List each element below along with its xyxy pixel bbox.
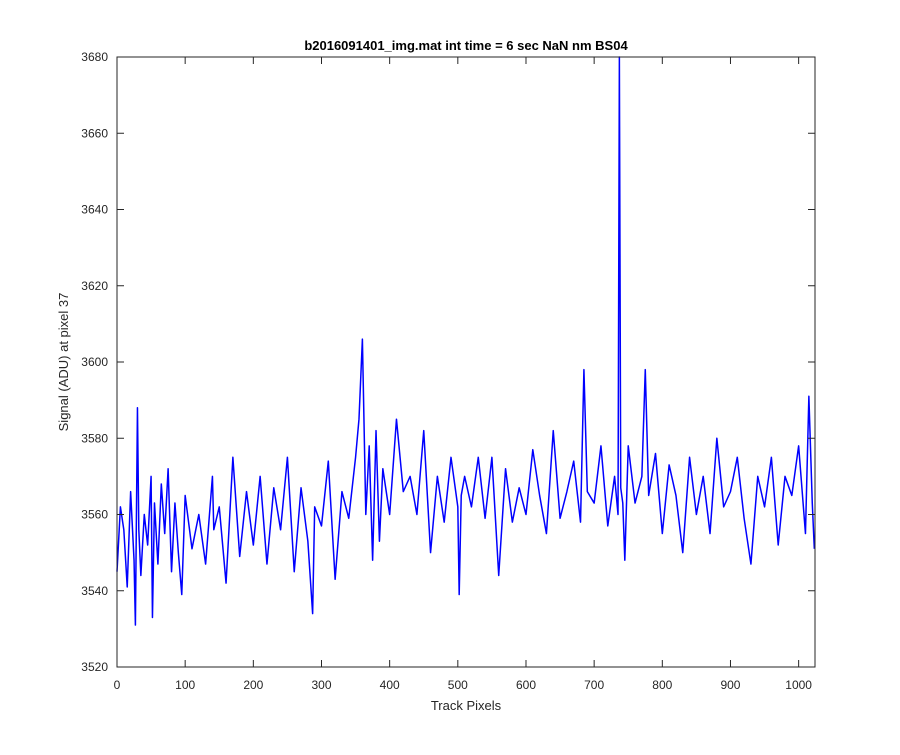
x-tick-label: 400 xyxy=(380,678,400,692)
y-tick-label: 3680 xyxy=(81,50,108,64)
y-tick-label: 3660 xyxy=(81,126,108,140)
y-tick-label: 3600 xyxy=(81,355,108,369)
x-tick-label: 800 xyxy=(652,678,672,692)
x-tick-label: 300 xyxy=(311,678,331,692)
y-tick-label: 3540 xyxy=(81,584,108,598)
x-tick-label: 500 xyxy=(448,678,468,692)
y-axis-label: Signal (ADU) at pixel 37 xyxy=(56,293,71,432)
x-tick-label: 700 xyxy=(584,678,604,692)
x-tick-label: 0 xyxy=(114,678,121,692)
y-tick-label: 3580 xyxy=(81,431,108,445)
x-tick-label: 1000 xyxy=(785,678,812,692)
plot-area xyxy=(117,57,815,667)
x-tick-label: 100 xyxy=(175,678,195,692)
series-line-1 xyxy=(116,56,816,626)
x-tick-label: 900 xyxy=(720,678,740,692)
x-tick-label: 200 xyxy=(243,678,263,692)
y-tick-label: 3640 xyxy=(81,203,108,217)
x-axis-label: Track Pixels xyxy=(431,698,502,713)
x-tick-label: 600 xyxy=(516,678,536,692)
chart-title: b2016091401_img.mat int time = 6 sec NaN… xyxy=(304,38,628,53)
y-tick-label: 3560 xyxy=(81,508,108,522)
y-tick-label: 3520 xyxy=(81,660,108,674)
y-tick-label: 3620 xyxy=(81,279,108,293)
